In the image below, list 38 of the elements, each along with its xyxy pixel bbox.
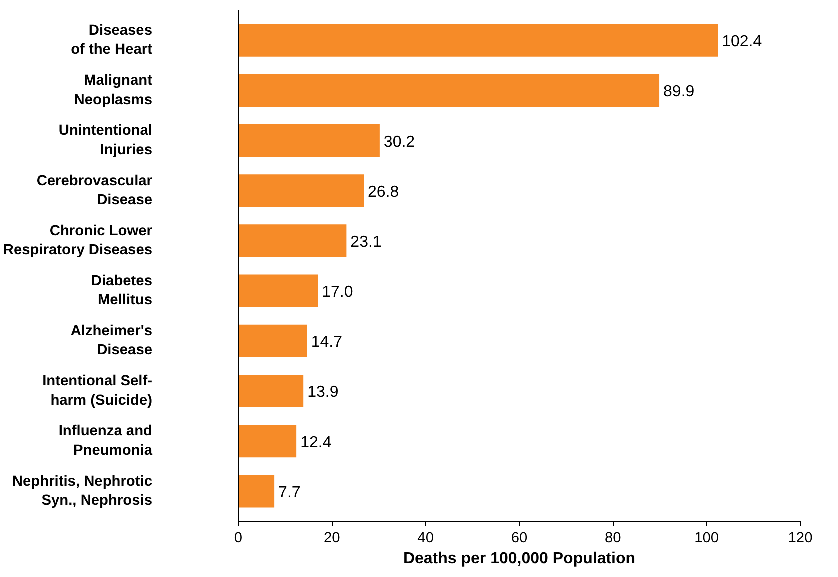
y-tick-label: Unintentional Injuries [58, 123, 153, 158]
data-label: 23.1 [350, 234, 382, 251]
y-tick-label: Malignant Neoplasms [74, 73, 153, 108]
data-label: 14.7 [311, 334, 343, 352]
bar [238, 24, 718, 57]
y-tick-label: Intentional Self- harm (Suicide) [42, 374, 153, 409]
y-tick-label: Alzheimer's Disease [70, 324, 153, 359]
y-tick-label: Diseases of the Heart [71, 22, 153, 58]
y-tick-label: Chronic Lower Respiratory Diseases [3, 223, 153, 259]
y-tick-label: Diabetes Mellitus [91, 273, 153, 309]
bar [238, 425, 297, 458]
bar [238, 324, 308, 358]
data-label: 13.9 [308, 384, 339, 402]
x-tick-label: 60 [511, 530, 528, 546]
data-label: 12.4 [300, 434, 332, 452]
bar [238, 224, 347, 258]
data-label: 30.2 [384, 134, 416, 151]
y-tick-label: Influenza and Pneumonia [58, 424, 154, 459]
x-axis-title: Deaths per 100,000 Population [403, 550, 636, 568]
data-label: 89.9 [664, 84, 695, 101]
bar [238, 124, 380, 158]
data-label: 102.4 [722, 34, 762, 51]
data-label: 17.0 [322, 284, 354, 302]
bar [238, 374, 304, 408]
x-tick-label: 40 [418, 530, 434, 546]
x-tick-label: 80 [605, 530, 622, 546]
x-tick-label: 100 [694, 530, 720, 546]
x-tick-label: 0 [234, 530, 243, 546]
data-label: 26.8 [368, 184, 400, 201]
x-tick-label: 120 [788, 530, 813, 546]
bar [238, 274, 318, 308]
bar [238, 74, 660, 107]
data-label: 7.7 [278, 484, 301, 502]
bar [238, 174, 364, 208]
x-tick-label: 20 [324, 530, 340, 546]
bar [238, 475, 275, 508]
y-tick-label: Nephritis, Nephrotic Syn., Nephrosis [12, 474, 153, 510]
y-tick-label: Cerebrovascular Disease [36, 173, 153, 208]
